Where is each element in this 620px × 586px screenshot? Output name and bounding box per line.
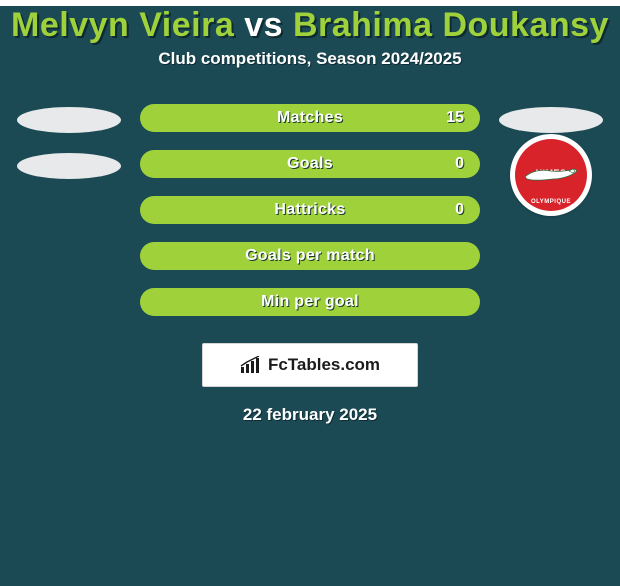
stat-label: Goals per match <box>245 247 375 265</box>
stat-label: Matches <box>277 109 343 127</box>
bar-wrap: Hattricks 0 <box>140 196 480 224</box>
stat-bar: Matches 15 <box>140 104 480 132</box>
player1-marker <box>17 107 121 133</box>
bar-wrap: Goals 0 <box>140 150 480 178</box>
crocodile-icon <box>523 165 579 185</box>
player1-marker <box>17 153 121 179</box>
bar-wrap: Matches 15 <box>140 104 480 132</box>
stat-row: Min per goal <box>0 281 620 327</box>
stat-label: Goals <box>287 155 333 173</box>
stat-row: Goals 0 NIMES OLYMPIQUE <box>0 143 620 189</box>
stat-rows: Matches 15 Goals 0 NIMES <box>0 97 620 327</box>
chart-icon <box>240 356 262 374</box>
stat-row: Goals per match <box>0 235 620 281</box>
stat-row: Hattricks 0 <box>0 189 620 235</box>
brand-text: FcTables.com <box>268 355 380 375</box>
right-slot: NIMES OLYMPIQUE <box>486 143 616 189</box>
player1-name: Melvyn Vieira <box>11 6 234 44</box>
stat-value: 0 <box>455 155 464 173</box>
subtitle: Club competitions, Season 2024/2025 <box>0 49 620 69</box>
stat-bar: Min per goal <box>140 288 480 316</box>
vs-label: vs <box>244 6 283 44</box>
stat-bar: Goals per match <box>140 242 480 270</box>
bar-wrap: Goals per match <box>140 242 480 270</box>
player2-marker <box>499 107 603 133</box>
left-slot <box>4 143 134 189</box>
stat-row: Matches 15 <box>0 97 620 143</box>
stat-value: 0 <box>455 201 464 219</box>
stat-bar: Goals 0 <box>140 150 480 178</box>
left-slot <box>4 97 134 143</box>
player2-name: Brahima Doukansy <box>293 6 609 44</box>
stat-label: Min per goal <box>261 293 359 311</box>
date-label: 22 february 2025 <box>0 405 620 425</box>
stat-value: 15 <box>446 109 464 127</box>
stat-label: Hattricks <box>274 201 345 219</box>
page-title: Melvyn Vieira vs Brahima Doukansy <box>0 6 620 45</box>
bar-wrap: Min per goal <box>140 288 480 316</box>
stat-bar: Hattricks 0 <box>140 196 480 224</box>
brand-box: FcTables.com <box>202 343 418 387</box>
